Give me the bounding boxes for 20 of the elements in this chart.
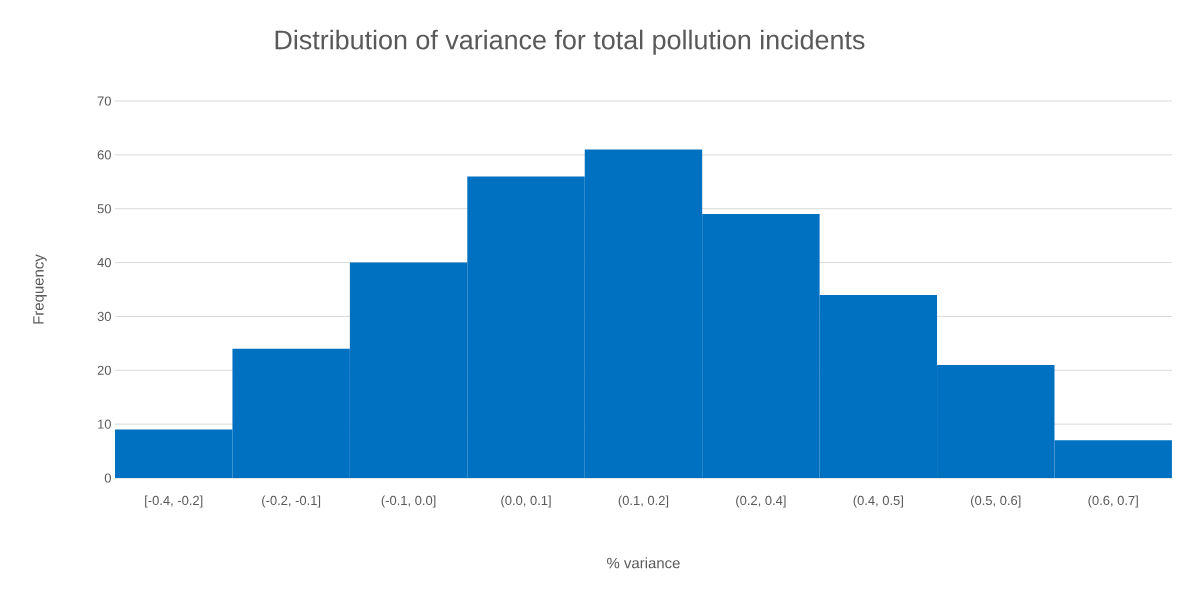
y-tick-label: 70 xyxy=(97,96,111,106)
x-tick-label: (0.1, 0.2] xyxy=(618,495,669,508)
y-tick-label: 10 xyxy=(98,419,111,429)
y-axis-title: Frequency xyxy=(33,254,47,324)
x-tick-label: (0.4, 0.5] xyxy=(853,495,903,508)
x-axis-title: % variance xyxy=(607,557,680,569)
y-tick-label: 40 xyxy=(97,257,111,268)
x-tick-label: (-0.1, 0.0] xyxy=(381,495,436,508)
x-tick-label: (0.2, 0.4] xyxy=(736,495,786,508)
y-tick-label: 30 xyxy=(97,311,111,322)
y-tick-label: 60 xyxy=(97,150,111,160)
x-tick-label: (-0.2, -0.1] xyxy=(262,495,321,508)
x-tick-label: (0.5, 0.6] xyxy=(971,495,1021,508)
chart-title: Distribution of variance for total pollution incidents xyxy=(275,29,865,55)
y-tick-label: 20 xyxy=(97,365,111,375)
y-tick-label: 0 xyxy=(104,473,111,483)
x-tick-label: (0.6, 0.7] xyxy=(1088,495,1138,508)
y-tick-label: 50 xyxy=(97,204,111,214)
x-tick-label: [-0.4, -0.2] xyxy=(145,495,203,508)
x-tick-label: (0.0, 0.1] xyxy=(501,495,551,508)
